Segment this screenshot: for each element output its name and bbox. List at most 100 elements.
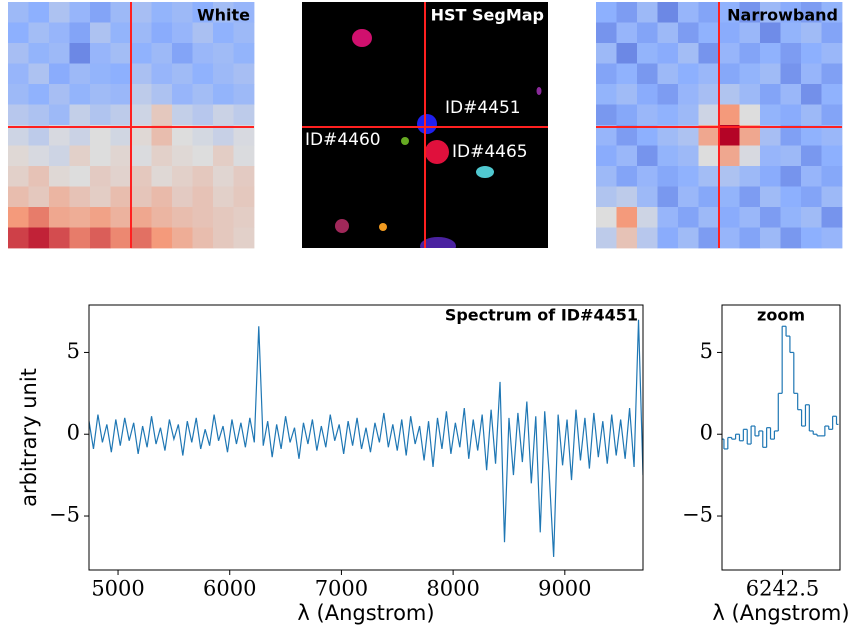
heatmap-cell xyxy=(151,43,173,64)
heatmap-cell xyxy=(678,186,699,208)
heatmap-cell xyxy=(192,84,214,105)
heatmap-cell xyxy=(780,104,802,126)
heatmap-cell xyxy=(233,63,255,85)
heatmap-cell xyxy=(616,186,638,208)
heatmap-cell xyxy=(780,166,802,187)
heatmap-cell xyxy=(172,145,193,167)
heatmap-cell xyxy=(69,22,91,44)
segment xyxy=(335,219,349,233)
heatmap-cell xyxy=(151,63,173,85)
heatmap-cell xyxy=(657,125,679,146)
heatmap-cell xyxy=(657,22,679,44)
heatmap-cell xyxy=(616,227,638,249)
segmap-image: ID#4451 ID#4460 ID#4465 xyxy=(302,2,548,248)
heatmap-cell xyxy=(8,2,29,23)
heatmap-cell xyxy=(110,63,132,85)
heatmap-cell xyxy=(213,186,234,208)
heatmap-cell xyxy=(90,84,111,105)
heatmap-cell xyxy=(49,104,70,126)
heatmap-cell xyxy=(8,104,29,126)
heatmap-cell xyxy=(596,84,617,105)
heatmap-cell xyxy=(719,125,740,146)
heatmap-cell xyxy=(678,207,699,228)
heatmap-cell xyxy=(28,207,50,228)
heatmap-cell xyxy=(657,2,679,23)
heatmap-cell xyxy=(678,125,699,146)
heatmap-cell xyxy=(657,186,679,208)
heatmap-cell xyxy=(172,104,193,126)
heatmap-cell xyxy=(698,43,720,64)
heatmap-cell xyxy=(616,43,638,64)
heatmap-cell xyxy=(698,84,720,105)
heatmap-cell xyxy=(151,207,173,228)
heatmap-cell xyxy=(213,104,234,126)
heatmap-cell xyxy=(213,43,234,64)
segment xyxy=(476,166,494,178)
heatmap-cell xyxy=(131,63,152,85)
heatmap-cell xyxy=(821,186,843,208)
plot-area xyxy=(89,319,643,557)
heatmap-cell xyxy=(657,63,679,85)
heatmap-cell xyxy=(213,84,234,105)
heatmap-cell xyxy=(719,104,740,126)
heatmap-cell xyxy=(151,227,173,249)
heatmap-cell xyxy=(801,84,822,105)
heatmap-cell xyxy=(69,43,91,64)
heatmap-cell xyxy=(172,125,193,146)
heatmap-cell xyxy=(28,104,50,126)
y-tick-label: 5 xyxy=(700,339,713,363)
heatmap-cell xyxy=(233,145,255,167)
segment xyxy=(425,140,449,164)
heatmap-cell xyxy=(596,166,617,187)
heatmap-cell xyxy=(801,43,822,64)
heatmap-cell xyxy=(698,186,720,208)
heatmap-cell xyxy=(719,84,740,105)
heatmap-cell xyxy=(233,227,255,249)
heatmap-cell xyxy=(657,166,679,187)
heatmap-cell xyxy=(110,2,132,23)
heatmap-cell xyxy=(821,207,843,228)
heatmap-cell xyxy=(8,207,29,228)
heatmap-cell xyxy=(719,63,740,85)
heatmap-cell xyxy=(678,43,699,64)
heatmap-cell xyxy=(8,63,29,85)
heatmap-cell xyxy=(172,186,193,208)
heatmap-cell xyxy=(821,104,843,126)
heatmap-cell xyxy=(760,166,781,187)
heatmap-cell xyxy=(90,227,111,249)
heatmap-cell xyxy=(213,166,234,187)
heatmap-cell xyxy=(657,207,679,228)
heatmap-cell xyxy=(192,2,214,23)
heatmap-cell xyxy=(739,207,761,228)
heatmap-cell xyxy=(801,207,822,228)
heatmap-cell xyxy=(739,125,761,146)
heatmap-cell xyxy=(151,186,173,208)
y-tick-label: 5 xyxy=(67,339,80,363)
heatmap-cell xyxy=(110,104,132,126)
heatmap-cell xyxy=(131,186,152,208)
heatmap-cell xyxy=(49,125,70,146)
heatmap-cell xyxy=(637,43,658,64)
heatmap-cell xyxy=(192,207,214,228)
heatmap-cell xyxy=(637,22,658,44)
chart-title: White xyxy=(197,6,250,25)
heatmap-cell xyxy=(233,22,255,44)
heatmap-cell xyxy=(719,22,740,44)
heatmap-cell xyxy=(49,22,70,44)
heatmap-cell xyxy=(739,166,761,187)
heatmap-cell xyxy=(637,84,658,105)
heatmap-cell xyxy=(780,43,802,64)
heatmap-cell xyxy=(131,84,152,105)
heatmap-cell xyxy=(801,186,822,208)
heatmap-cell xyxy=(821,22,843,44)
heatmap-cell xyxy=(151,145,173,167)
heatmap-cell xyxy=(192,166,214,187)
segment-label: ID#4451 xyxy=(445,98,521,118)
heatmap-cell xyxy=(657,84,679,105)
heatmap-cell xyxy=(90,166,111,187)
heatmap-cell xyxy=(8,43,29,64)
heatmap-cell xyxy=(233,84,255,105)
heatmap-cell xyxy=(49,207,70,228)
heatmap-cell xyxy=(192,125,214,146)
heatmap-cell xyxy=(213,125,234,146)
